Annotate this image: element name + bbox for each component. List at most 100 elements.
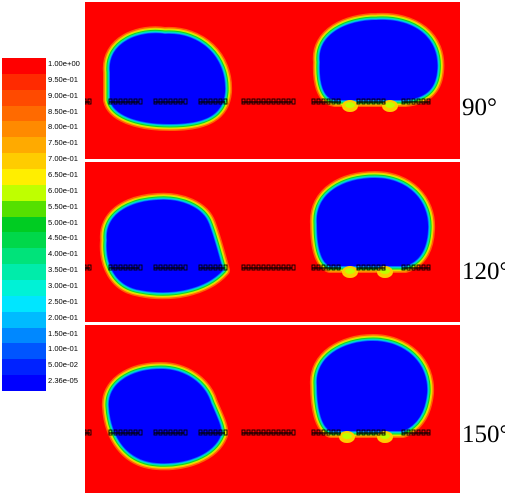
electrode-tooth [123, 264, 128, 271]
bubble-foot-inner [380, 433, 390, 439]
electrode-tooth [316, 98, 321, 105]
electrode-tooth [153, 98, 158, 105]
electrode-tooth [366, 98, 371, 105]
electrode-tooth [381, 98, 386, 105]
electrode-tooth [281, 98, 286, 105]
legend-swatch [2, 311, 46, 329]
electrode-tooth [223, 98, 228, 105]
electrode-tooth [271, 264, 276, 271]
right-bubble-120 [309, 171, 436, 273]
angle-label-90: 90° [462, 94, 497, 121]
electrode-tooth [321, 98, 326, 105]
legend-swatch [2, 153, 46, 170]
electrode-tooth [261, 429, 266, 436]
legend-swatch [2, 121, 46, 138]
electrode-tooth [316, 264, 321, 271]
electrode-tooth [208, 264, 213, 271]
legend-swatch [2, 200, 46, 218]
panel-150-svg [85, 334, 435, 471]
electrode-tooth [85, 264, 87, 271]
legend-label: 8.00e-01 [48, 122, 78, 132]
electrode-tooth [281, 264, 286, 271]
electrode-tooth [256, 429, 261, 436]
bubble-foot [342, 266, 358, 278]
electrode-tooth [241, 264, 246, 271]
electrode-tooth [87, 429, 92, 436]
electrode-tooth [416, 264, 421, 271]
legend-label: 1.00e+00 [48, 59, 80, 68]
electrode-tooth [198, 264, 203, 271]
angle-label-120: 120° [462, 258, 505, 285]
electrode-tooth [163, 429, 168, 436]
bubble-foot [339, 431, 355, 443]
electrode-tooth [426, 98, 431, 105]
electrode-tooth [251, 98, 256, 105]
electrode-tooth [371, 98, 376, 105]
electrode-tooth [113, 98, 118, 105]
electrode-tooth [168, 429, 173, 436]
electrode-tooth [113, 264, 118, 271]
electrode-tooth [183, 98, 188, 105]
electrode-tooth [246, 264, 251, 271]
legend-swatch [2, 169, 46, 186]
electrode-tooth [153, 264, 158, 271]
bubble-foot-inner [345, 268, 355, 274]
left-bubble-120-core [106, 199, 223, 293]
electrode-tooth [376, 429, 381, 436]
electrode-tooth [256, 98, 261, 105]
legend-swatch [2, 264, 46, 281]
electrode-row-150 [85, 429, 431, 436]
electrode-tooth [133, 98, 138, 105]
electrode-tooth [286, 429, 291, 436]
electrode-tooth [421, 429, 426, 436]
electrode-tooth [213, 264, 218, 271]
left-bubble-150 [101, 362, 229, 471]
electrode-tooth [203, 264, 208, 271]
legend-label: 7.00e-01 [48, 154, 78, 164]
panel-90-svg [85, 12, 445, 131]
electrode-tooth [291, 264, 296, 271]
bubble-foot [342, 100, 358, 112]
electrode-tooth [411, 264, 416, 271]
legend-label: 6.50e-01 [48, 170, 78, 179]
electrode-tooth [178, 98, 183, 105]
legend-swatch [2, 327, 46, 344]
legend-label: 1.00e-01 [48, 344, 78, 354]
electrode-tooth [276, 429, 281, 436]
legend-label: 2.36e-05 [48, 376, 78, 386]
legend-swatch [2, 248, 46, 265]
legend-label: 5.00e-02 [48, 360, 78, 370]
simulation-panel-90 [85, 2, 460, 159]
electrode-tooth [153, 429, 158, 436]
electrode-tooth [223, 429, 228, 436]
electrode-tooth [128, 429, 133, 436]
electrode-tooth [123, 429, 128, 436]
legend-swatch [2, 58, 46, 75]
electrode-tooth [246, 98, 251, 105]
legend-swatch [2, 105, 46, 122]
bubble-foot-inner [342, 433, 352, 439]
electrode-tooth [218, 264, 223, 271]
legend-swatch [2, 359, 46, 376]
electrode-tooth [178, 429, 183, 436]
electrode-tooth [178, 264, 183, 271]
legend-label: 7.50e-01 [48, 138, 78, 148]
electrode-tooth [416, 429, 421, 436]
electrode-tooth [158, 98, 163, 105]
electrode-tooth [241, 98, 246, 105]
electrode-tooth [87, 264, 92, 271]
electrode-tooth [118, 98, 123, 105]
electrode-tooth [208, 429, 213, 436]
legend-label: 3.50e-01 [48, 265, 78, 275]
simulation-panel-120 [85, 162, 460, 322]
electrode-tooth [246, 429, 251, 436]
legend-label: 6.00e-01 [48, 185, 78, 195]
electrode-tooth [361, 98, 366, 105]
legend-swatch [2, 184, 46, 202]
electrode-tooth [138, 98, 143, 105]
legend-swatch [2, 232, 46, 249]
electrode-tooth [138, 264, 143, 271]
electrode-tooth [361, 429, 366, 436]
right-bubble-90-core [319, 19, 438, 100]
legend-label: 9.50e-01 [48, 74, 78, 84]
